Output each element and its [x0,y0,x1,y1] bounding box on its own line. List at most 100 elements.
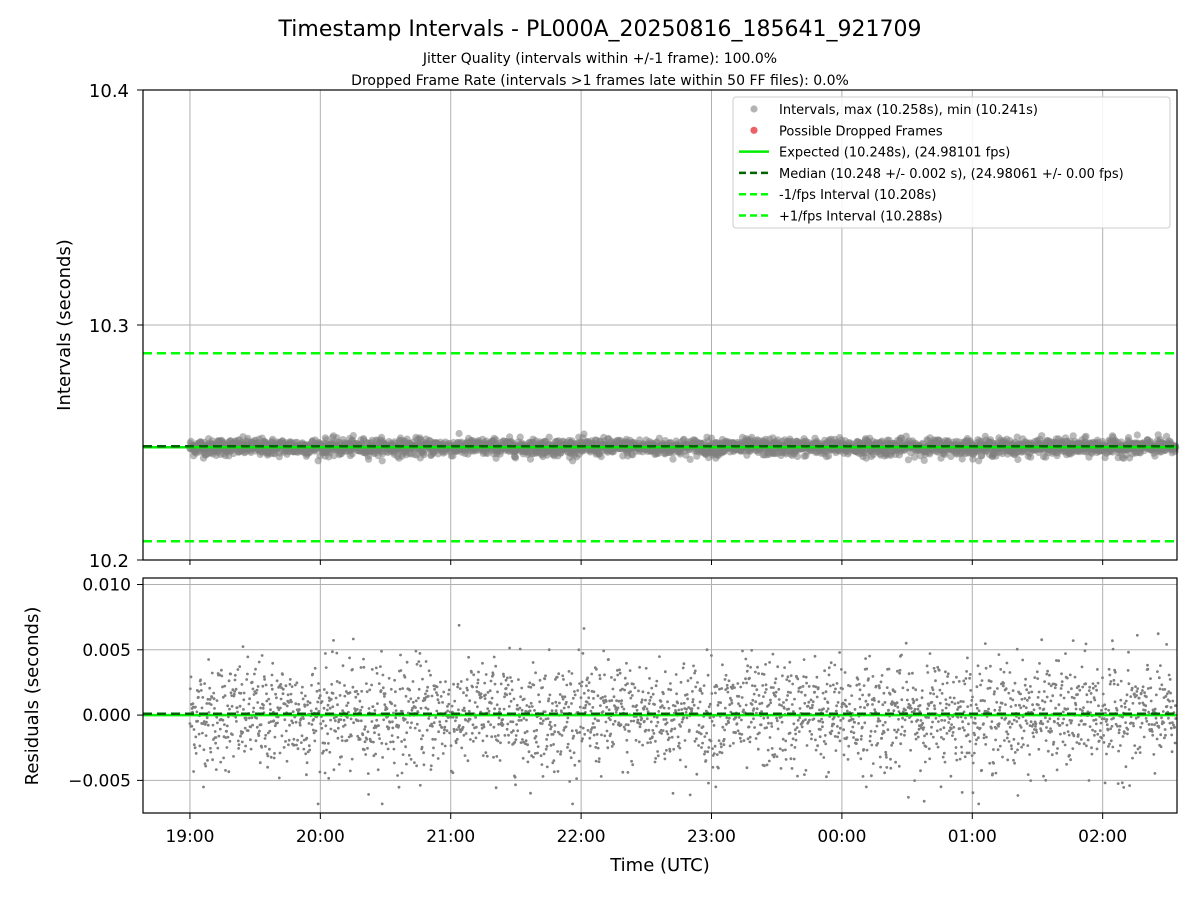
residual-point [359,708,362,712]
residual-point [335,680,339,683]
residual-point [967,722,970,726]
residual-point [895,730,899,734]
residual-point [777,687,781,691]
residual-point [317,709,321,713]
residual-point [725,683,729,687]
residual-point [451,715,455,719]
residual-point [977,709,981,713]
residual-point [796,718,800,722]
residual-point [270,683,273,687]
residual-point [907,672,911,676]
residual-point [327,776,331,780]
residual-point [999,668,1003,671]
residual-point [640,698,644,702]
interval-point [349,432,357,440]
residual-point [457,708,460,712]
residual-point [709,739,713,743]
residual-point [698,700,702,704]
residual-point [796,774,799,778]
residual-point [696,681,699,684]
residual-point [447,702,451,706]
residual-point [437,730,440,734]
residual-point [411,680,415,683]
residual-point [762,716,766,720]
residual-point [991,772,994,776]
residual-point [954,752,958,755]
residual-point [938,701,942,705]
residual-point [237,743,241,747]
residual-point [915,731,919,735]
residual-point [887,708,890,712]
residual-point [458,728,462,731]
residual-point [802,658,806,661]
residual-point [646,741,650,745]
residual-point [746,737,750,741]
residual-point [746,664,750,668]
residual-point [581,726,585,730]
residual-point [377,724,380,727]
residual-point [927,704,931,707]
residual-point [975,738,978,742]
residual-point [457,623,461,627]
residual-point [259,706,262,710]
residual-point [803,701,807,705]
residual-point [738,732,741,736]
residual-point [337,763,341,766]
residual-point [257,734,261,737]
residual-point [983,699,986,703]
residual-point [826,707,830,711]
residual-point [566,746,569,749]
residual-point [360,705,364,709]
residual-point [429,764,433,768]
residual-point [281,673,284,676]
residual-point [544,674,547,678]
residual-point [653,760,657,764]
residual-point [634,738,638,742]
residual-point [823,734,827,737]
residual-point [727,716,731,720]
residual-point [827,666,831,670]
interval-point [348,450,356,458]
legend-label: -1/fps Interval (10.208s) [779,188,936,203]
residual-point [471,685,474,689]
residual-point [233,678,237,682]
residual-point [561,697,565,701]
residual-point [390,734,394,737]
residual-point [661,729,665,732]
residual-point [253,672,256,676]
residual-point [573,690,576,693]
residual-point [224,769,227,772]
residual-point [786,675,790,679]
residual-point [945,681,949,685]
residual-point [907,795,910,799]
residual-point [519,695,522,699]
residual-point [590,672,594,676]
residual-point [318,770,322,774]
residual-point [744,677,747,681]
residual-point [952,680,955,684]
residual-point [865,748,869,752]
residual-point [868,654,871,658]
residual-point [476,681,480,685]
residual-point [762,695,765,698]
residual-point [922,799,926,803]
residual-point [465,694,468,697]
residual-point [647,691,650,695]
residual-point [948,717,952,721]
residual-point [864,657,867,660]
residual-point [435,709,439,713]
residual-point [632,682,635,686]
residual-point [673,704,677,708]
residual-point [228,739,232,743]
residual-point [867,693,871,697]
residual-point [944,698,948,701]
residual-point [853,721,856,724]
residual-point [386,747,390,751]
residual-point [261,706,265,710]
residual-point [608,718,612,722]
residual-point [339,718,343,721]
residual-point [425,728,429,732]
residual-point [509,720,513,724]
residual-point [788,679,791,683]
residual-point [841,687,844,691]
